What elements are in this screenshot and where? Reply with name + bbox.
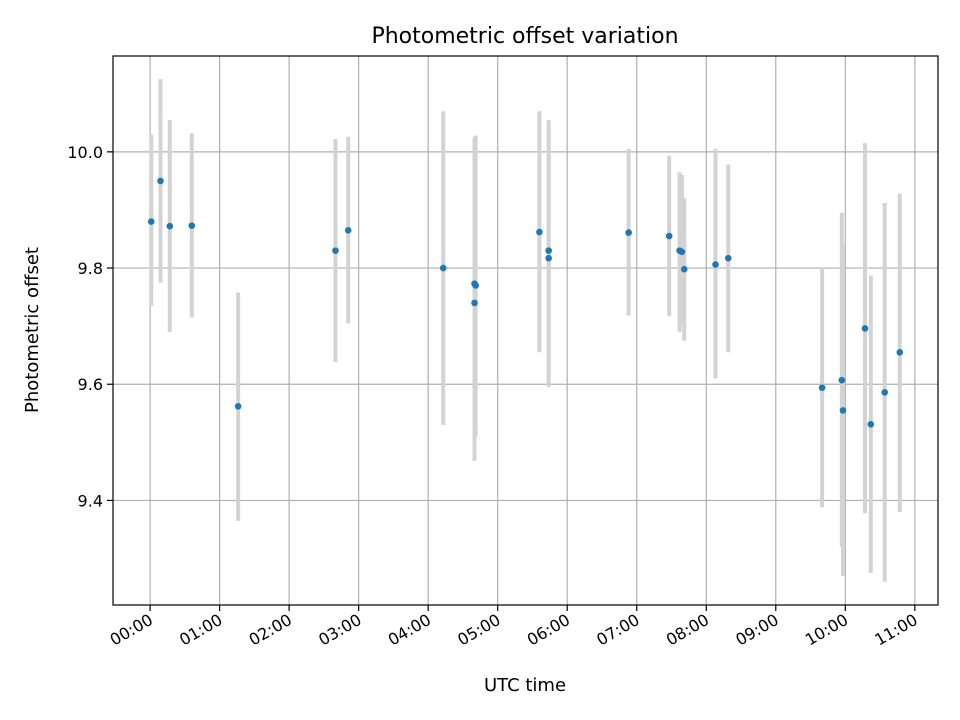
data-point [861,325,869,332]
y-axis-ticks: 9.4 9.6 9.8 10.0 [67,143,113,510]
data-point [724,254,732,262]
data-point [234,403,242,410]
data-point [536,228,543,236]
y-tick-label: 10.0 [67,143,103,162]
data-point [881,389,888,396]
x-tick-label: 04:00 [385,610,434,650]
data-points [147,177,904,428]
error-bars [149,79,902,582]
y-tick-label: 9.4 [78,491,103,510]
data-point [896,348,904,356]
data-point [332,247,339,254]
data-point [818,384,826,392]
x-tick-label: 02:00 [246,610,295,650]
data-point [625,229,632,236]
x-tick-label: 11:00 [871,610,920,650]
data-point [838,376,846,384]
data-point [867,421,875,428]
x-tick-label: 10:00 [802,610,851,650]
y-axis-label: Photometric offset [22,247,43,413]
x-tick-label: 03:00 [315,610,364,650]
chart-title: Photometric offset variation [371,24,678,49]
x-tick-label: 00:00 [107,610,156,650]
x-tick-label: 01:00 [176,610,225,650]
plot-frame [112,55,939,606]
x-tick-label: 06:00 [524,610,573,650]
x-tick-label: 08:00 [663,610,712,650]
data-point [839,407,847,414]
y-tick-label: 9.8 [78,259,103,278]
x-tick-label: 07:00 [593,610,642,650]
data-point [472,282,479,289]
grid-lines [113,56,938,605]
data-point [712,261,719,268]
data-point [678,248,686,256]
data-point [545,254,552,262]
y-tick-label: 9.6 [78,375,103,394]
data-point [665,232,673,240]
data-point [166,222,174,230]
data-point [439,264,447,272]
data-point [471,299,478,307]
data-point [680,265,688,273]
x-axis-ticks: 00:00 01:00 02:00 03:00 04:00 05:00 06:00 07:00… [107,605,921,650]
data-point [545,247,552,254]
data-point [344,226,352,234]
data-point [157,177,164,185]
x-tick-label: 09:00 [732,610,781,650]
data-point [188,222,196,229]
data-point [147,218,155,225]
x-tick-label: 05:00 [454,610,503,650]
x-axis-label: UTC time [484,675,566,696]
